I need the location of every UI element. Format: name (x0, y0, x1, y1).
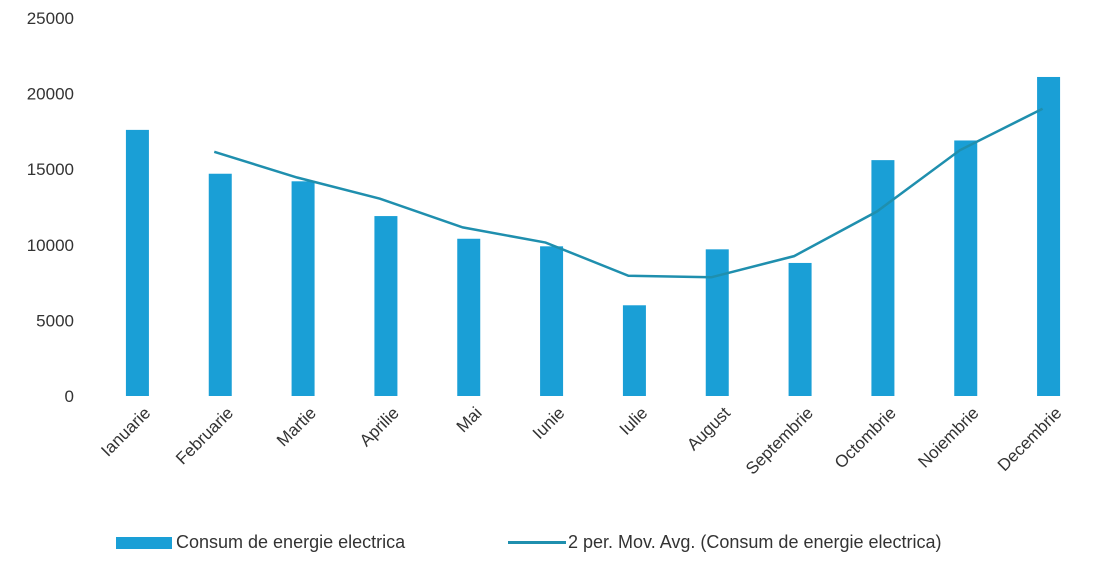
y-tick-label: 0 (65, 387, 74, 406)
bar-noiembrie (954, 140, 978, 396)
x-tick-label: Februarie (172, 403, 237, 468)
x-tick-label: Martie (273, 403, 320, 450)
x-tick-label: Decembrie (994, 403, 1066, 475)
bar-iulie (622, 305, 646, 396)
y-tick-label: 5000 (36, 311, 74, 330)
legend-label-line: 2 per. Mov. Avg. (Consum de energie elec… (568, 532, 942, 552)
bar-series (125, 76, 1061, 396)
legend-item-line: 2 per. Mov. Avg. (Consum de energie elec… (508, 532, 942, 553)
legend-bar-swatch (116, 536, 172, 549)
bar-septembrie (788, 262, 812, 396)
x-tick-label: Iunie (529, 403, 569, 443)
y-tick-label: 10000 (27, 236, 74, 255)
moving-average-line (213, 107, 1044, 279)
x-axis: Ianuarie Februarie Martie Aprilie Mai Iunie Iu… (97, 403, 1065, 478)
bar-octombrie (871, 160, 895, 396)
legend: Consum de energie electrica 2 per. Mov. … (0, 532, 1099, 562)
bar-ianuarie (125, 129, 149, 396)
y-tick-label: 20000 (27, 85, 74, 104)
legend-item-bars: Consum de energie electrica (116, 532, 405, 553)
x-tick-label: Septembrie (742, 403, 817, 478)
bar-decembrie (1037, 76, 1061, 396)
x-tick-label: Iulie (616, 403, 651, 438)
y-axis: 0 5000 10000 15000 20000 25000 (27, 9, 74, 406)
x-tick-label: Ianuarie (97, 403, 154, 460)
bar-aprilie (374, 216, 398, 396)
bar-iunie (540, 246, 564, 396)
bar-mai (457, 238, 481, 396)
legend-label-bars: Consum de energie electrica (176, 532, 406, 552)
bar-august (705, 249, 729, 396)
x-tick-label: August (683, 403, 734, 454)
x-tick-label: Mai (453, 403, 486, 436)
x-tick-label: Octombrie (831, 403, 900, 472)
bar-martie (291, 181, 315, 396)
x-tick-label: Aprilie (356, 403, 403, 450)
y-tick-label: 25000 (27, 9, 74, 28)
bar-februarie (208, 173, 232, 396)
x-tick-label: Noiembrie (914, 403, 982, 471)
y-tick-label: 15000 (27, 160, 74, 179)
legend-line-swatch (508, 541, 566, 544)
